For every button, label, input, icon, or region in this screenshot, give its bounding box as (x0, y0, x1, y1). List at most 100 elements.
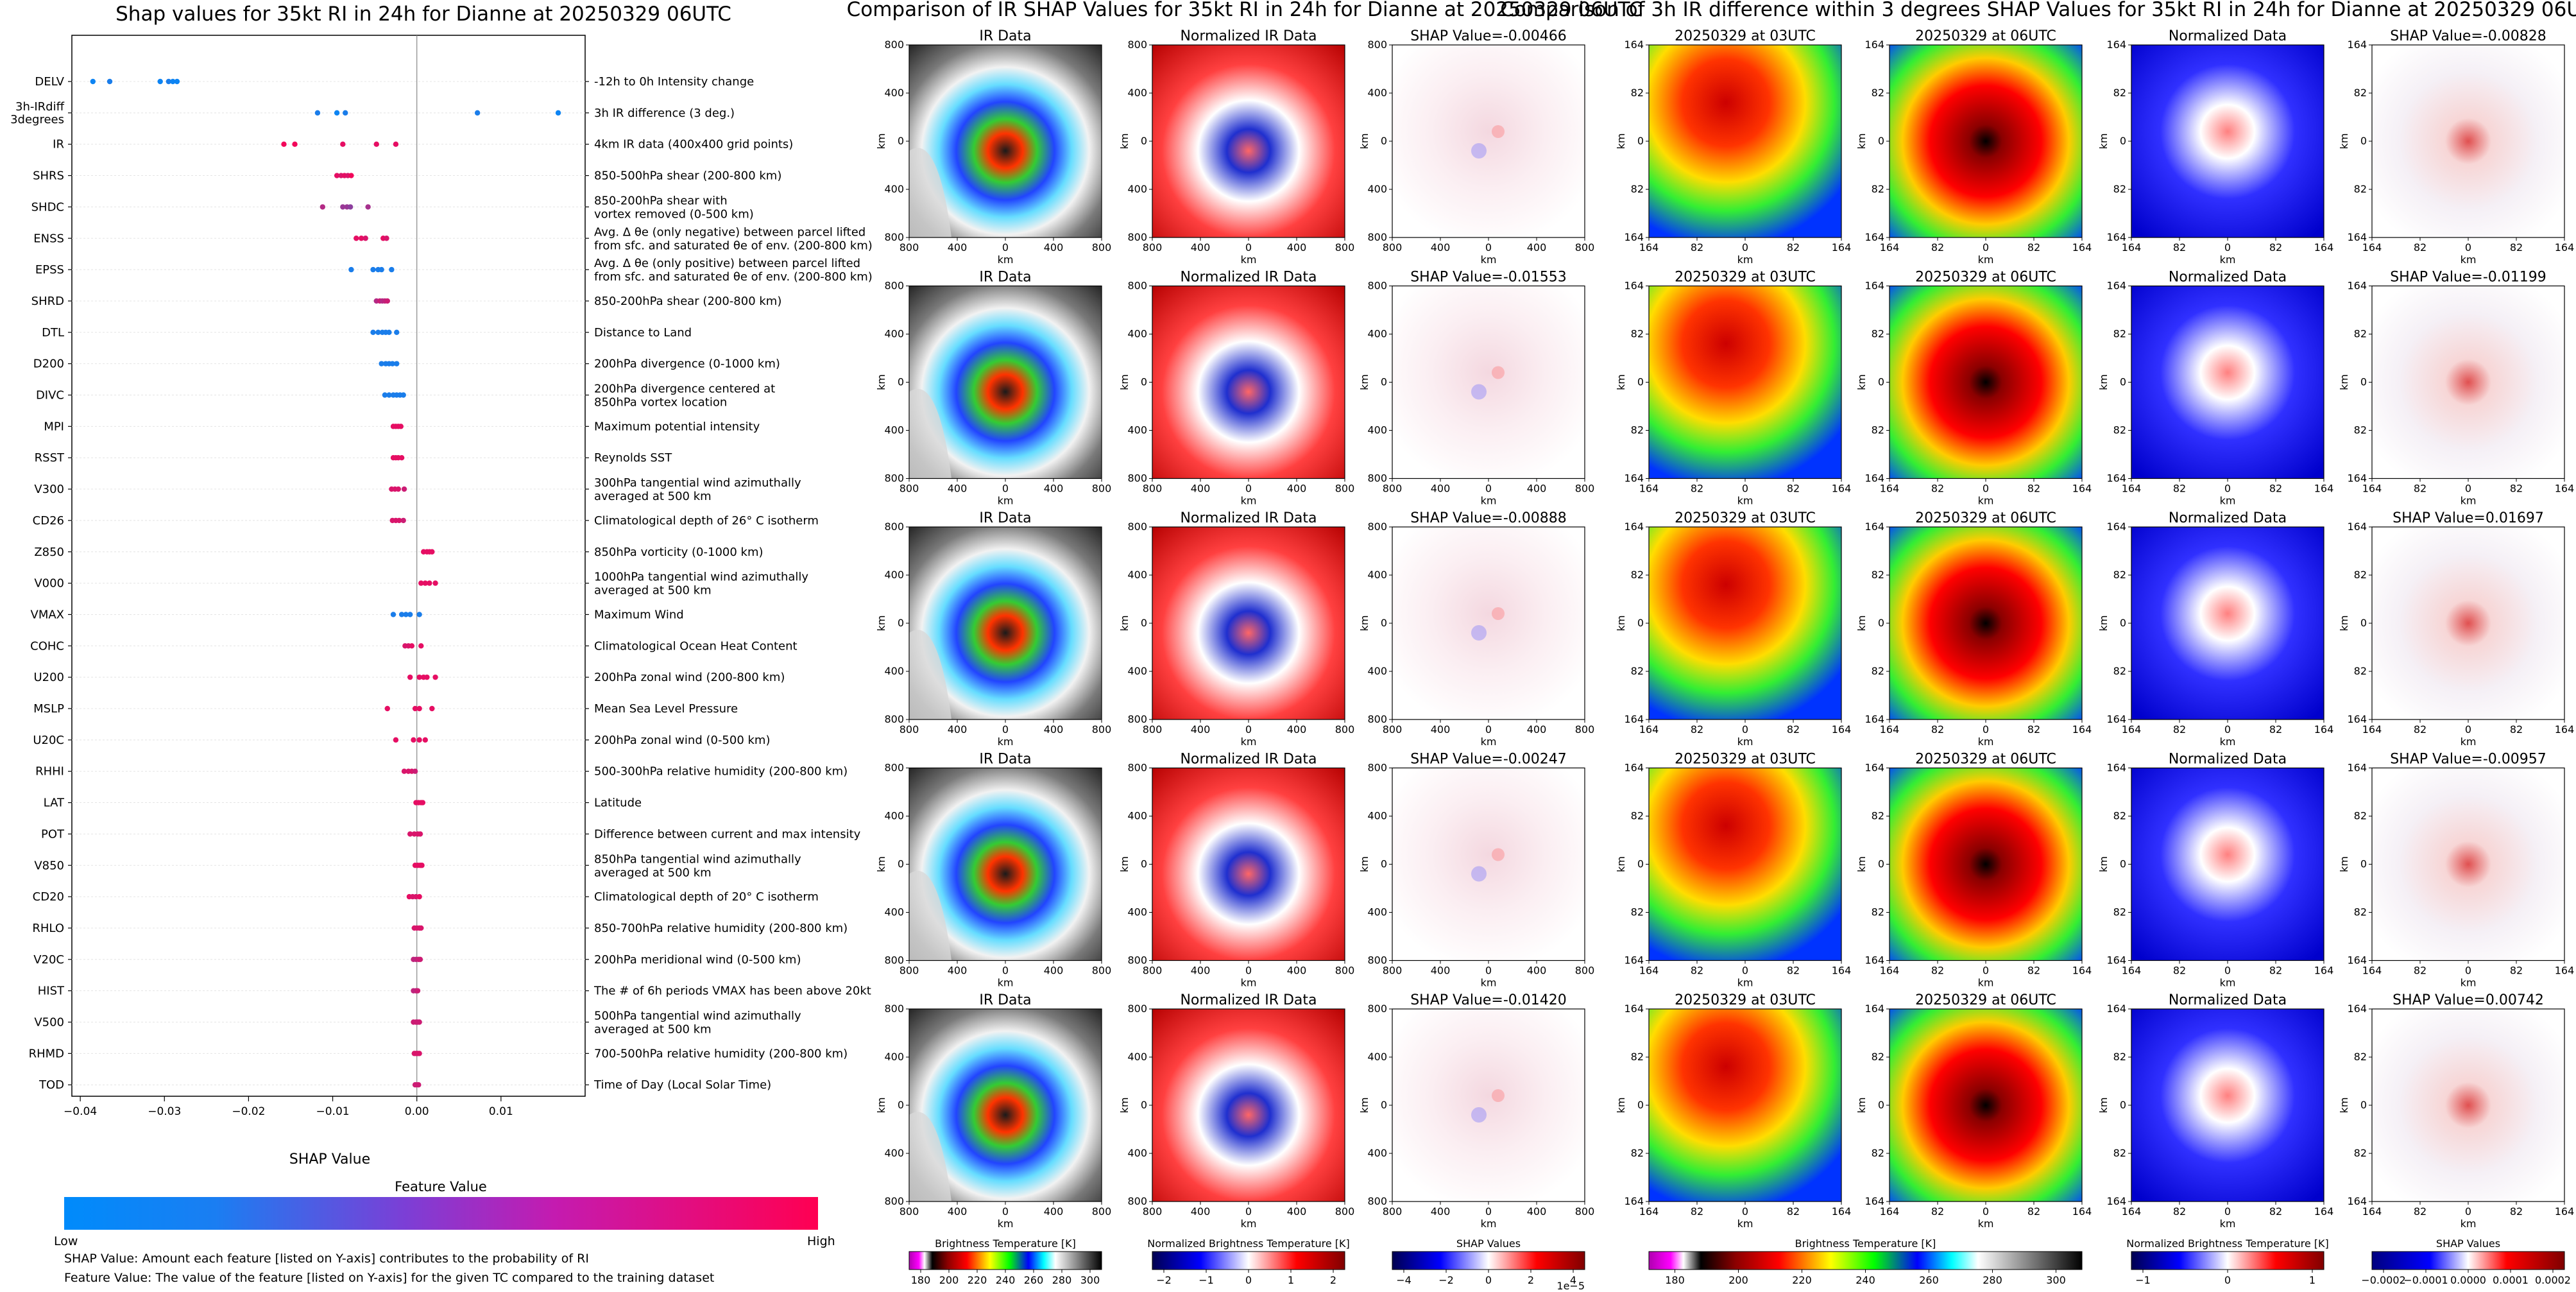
colorbar-tick-label: 0.0002 (2535, 1274, 2571, 1286)
y-tick-label: 800 (1367, 280, 1387, 292)
shap-point (174, 78, 180, 85)
y-tick-label: 82 (1631, 665, 1644, 677)
x-tick-label: 0 (2224, 965, 2231, 977)
feature-label: DIVC (36, 389, 64, 402)
heatmap-panel: Normalized Data1641648282008282164164kmk… (2097, 752, 2333, 989)
x-tick-label: 0 (1983, 241, 1989, 254)
shap-point (358, 236, 364, 241)
x-tick-label: 82 (2510, 241, 2523, 254)
shap-point (432, 580, 438, 586)
y-tick-label: 400 (884, 183, 904, 195)
shap-point (403, 612, 409, 617)
colorbar-tick-label: 0 (2224, 1274, 2231, 1286)
feature-description: Mean Sea Level Pressure (594, 702, 738, 716)
shap-point (555, 110, 561, 116)
y-tick-label: 400 (1127, 424, 1147, 436)
panel-title: SHAP Value=-0.00466 (1410, 28, 1567, 44)
x-tick-label: 0 (1485, 241, 1492, 254)
feature-description: 1000hPa tangential wind azimuthally avera… (594, 571, 808, 598)
colorbar: Normalized Brightness Temperature [K] −1 0… (2126, 1237, 2329, 1286)
y-tick-label: 0 (1141, 858, 1147, 870)
feature-label: CD20 (33, 890, 64, 904)
y-tick-label: 0 (2360, 617, 2367, 629)
x-tick-label: 0 (1742, 723, 1748, 736)
feature-description: 700-500hPa relative humidity (200-800 km… (594, 1047, 848, 1060)
y-tick-label: 400 (1127, 665, 1147, 677)
panel-title: SHAP Value=0.01697 (2393, 510, 2544, 526)
y-tick-label: 164 (1864, 472, 1884, 485)
feature-label: DELV (35, 75, 64, 89)
y-tick-label: 82 (2354, 1147, 2367, 1159)
x-tick-label: 164 (2314, 241, 2334, 254)
feature-value-colorbar (64, 1197, 818, 1230)
x-tick-label: 400 (1287, 241, 1307, 254)
ir-diff-comparison: Comparison of 3h IR difference within 3 … (1500, 0, 2576, 1230)
y-tick-label: 400 (1367, 87, 1387, 99)
y-axis-label: km (1358, 134, 1370, 150)
x-axis-ticks: −0.04 −0.03 −0.02 −0.01 0.00 0.01 (64, 1096, 513, 1118)
x-tick-label: 0 (1742, 241, 1748, 254)
x-tick-label: 82 (2269, 1205, 2282, 1218)
heatmap-panel: Normalized Data1641648282008282164164kmk… (2097, 28, 2333, 266)
y-tick-label: 82 (2113, 328, 2126, 340)
colorbar-tick-label: 0 (1485, 1274, 1492, 1286)
panel-image (1392, 768, 1585, 961)
shap-point (384, 236, 389, 241)
shap-hotspot-positive (1492, 366, 1505, 379)
x-tick-label: 800 (1143, 965, 1163, 977)
panel-title: Normalized Data (2169, 752, 2287, 768)
y-axis-label: km (1615, 134, 1627, 150)
x-tick-label: 82 (2269, 965, 2282, 977)
x-tick-label: 164 (2362, 483, 2382, 495)
x-axis-label: km (1241, 977, 1257, 989)
x-tick-label: 164 (1639, 965, 1659, 977)
x-tick-label: 0 (1485, 1205, 1492, 1218)
y-tick-label: 164 (2106, 762, 2126, 774)
x-tick-label: 164 (2122, 483, 2142, 495)
feature-description: Avg. Δ θe (only positive) between parcel… (594, 257, 873, 284)
shap-point (407, 831, 413, 837)
x-tick-label: 82 (2173, 723, 2186, 736)
colorbar-tick-label: −0.0001 (2403, 1274, 2448, 1286)
y-tick-label: 400 (1367, 569, 1387, 581)
feature-label: SHDC (31, 200, 64, 214)
y-tick-label: 800 (884, 713, 904, 725)
y-tick-label: 82 (1872, 1147, 1884, 1159)
panel-title: Normalized IR Data (1180, 510, 1317, 526)
shap-point (384, 298, 391, 304)
y-tick-label: 0 (898, 1099, 904, 1111)
y-tick-label: 0 (1141, 617, 1147, 629)
panel-title: IR Data (979, 752, 1031, 768)
y-axis-label: km (875, 134, 887, 150)
ir-diff-panels: 20250329 at 03UTC1641648282008282164164k… (1615, 28, 2574, 1230)
colorbar-tick-label: 300 (1080, 1274, 1100, 1286)
x-tick-label: 82 (2027, 965, 2040, 977)
shap-hotspot-negative (1471, 866, 1487, 882)
feature-label: SHRD (31, 295, 64, 308)
y-tick-label: 0 (1878, 858, 1884, 870)
colorbar-tick-label: 0.0000 (2450, 1274, 2486, 1286)
y-tick-label: 0 (1637, 135, 1644, 147)
x-tick-label: 82 (2269, 483, 2282, 495)
colorbar-strip (2131, 1251, 2324, 1270)
x-tick-label: 400 (1044, 965, 1064, 977)
x-tick-label: 400 (1191, 723, 1211, 736)
y-tick-label: 400 (1367, 665, 1387, 677)
panel-image (2372, 45, 2564, 237)
x-tick-label: 82 (2510, 965, 2523, 977)
feature-label: EPSS (35, 263, 64, 277)
y-tick-label: 800 (884, 472, 904, 485)
shap-hotspot-negative (1471, 143, 1487, 159)
x-axis-label: km (2220, 495, 2236, 507)
colorbar-tick-label: 240 (996, 1274, 1016, 1286)
y-tick-label: 82 (2354, 569, 2367, 581)
panel-title: Normalized IR Data (1180, 752, 1317, 768)
panel-title: Normalized Data (2169, 270, 2287, 286)
heatmap-panel: Normalized Data1641648282008282164164kmk… (2097, 510, 2333, 748)
heatmap-panel: 20250329 at 03UTC1641648282008282164164k… (1615, 752, 1851, 989)
colorbar-title: Normalized Brightness Temperature [K] (2126, 1237, 2329, 1250)
y-tick-label: 800 (1367, 762, 1387, 774)
panel-title: SHAP Value=-0.01199 (2390, 270, 2546, 286)
x-tick-label: 82 (1931, 241, 1944, 254)
x-tick-label: 164 (2072, 241, 2092, 254)
